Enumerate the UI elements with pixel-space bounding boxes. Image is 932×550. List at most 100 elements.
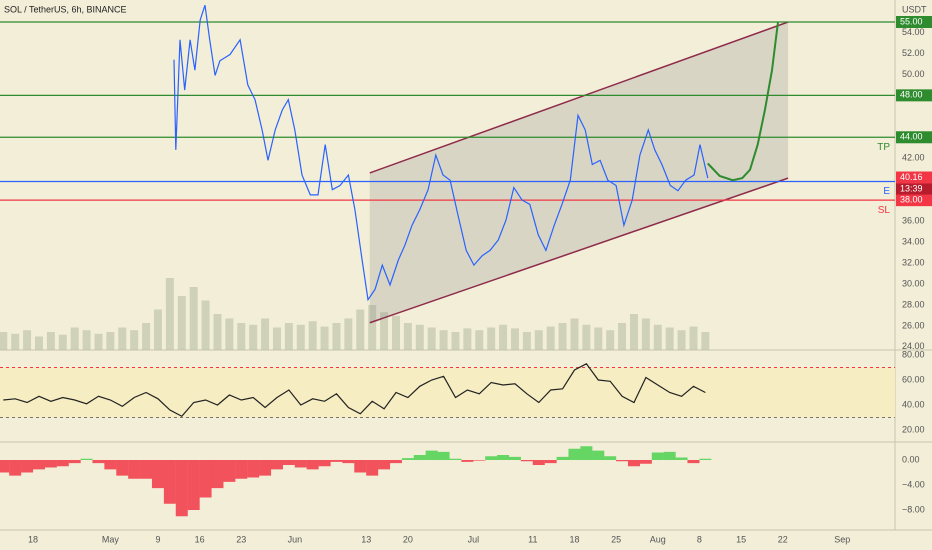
y-tick-label: 20.00	[902, 424, 925, 434]
histogram-bar	[140, 460, 153, 479]
channel-line	[369, 177, 789, 324]
histogram-bar	[473, 460, 486, 461]
volume-bar	[594, 327, 603, 350]
volume-bar	[142, 323, 151, 350]
volume-bar	[106, 332, 115, 350]
volume-bar	[165, 278, 174, 350]
x-tick-label: 9	[155, 534, 160, 544]
y-tick-label: 42.00	[902, 153, 925, 163]
histogram-bar	[235, 460, 248, 479]
volume-bar	[82, 330, 91, 350]
histogram-bar	[56, 460, 69, 467]
x-tick-label: 18	[569, 534, 579, 544]
histogram-bar	[651, 452, 664, 460]
volume-bar	[34, 336, 43, 350]
y-tick-label: 40.00	[902, 399, 925, 409]
volume-bar	[665, 327, 674, 350]
histogram-bar	[247, 460, 260, 478]
histogram-bar	[68, 460, 81, 464]
y-tick-label: −4.00	[902, 479, 925, 489]
histogram-bar	[21, 460, 34, 473]
projection-curve	[707, 21, 779, 182]
histogram-bar	[592, 450, 605, 460]
volume-bar	[403, 323, 412, 350]
volume-bar	[11, 333, 20, 350]
histogram-bar	[342, 460, 355, 464]
volume-bar	[487, 327, 496, 350]
y-tick-label: 36.00	[902, 215, 925, 225]
volume-bar	[629, 314, 638, 350]
volume-bar	[356, 309, 365, 350]
volume-bar	[618, 323, 627, 350]
volume-bar	[368, 305, 377, 350]
histogram-bar	[92, 460, 105, 464]
histogram-bar	[128, 460, 141, 479]
volume-bar	[701, 332, 710, 350]
volume-bar	[70, 327, 79, 350]
volume-bar	[332, 323, 341, 350]
level-tag: 48.00	[900, 90, 923, 100]
histogram-bar	[175, 460, 188, 517]
histogram-bar	[211, 460, 224, 489]
histogram-bar	[32, 460, 45, 470]
histogram-bar	[163, 460, 176, 504]
y-tick-label: 28.00	[902, 299, 925, 309]
histogram-bar	[9, 460, 22, 476]
histogram-bar	[0, 460, 10, 473]
volume-bar	[177, 296, 186, 350]
x-tick-label: Sep	[834, 534, 850, 544]
y-tick-label: 34.00	[902, 236, 925, 246]
x-tick-label: 15	[736, 534, 746, 544]
histogram-bar	[413, 455, 426, 460]
volume-bar	[225, 318, 234, 350]
histogram-bar	[437, 451, 450, 460]
x-tick-label: 20	[403, 534, 413, 544]
y-tick-label: 30.00	[902, 278, 925, 288]
histogram-bar	[616, 460, 629, 462]
level-note: E	[883, 186, 890, 197]
volume-bar	[344, 318, 353, 350]
volume-bar	[58, 334, 67, 350]
volume-bar	[130, 330, 139, 350]
level-tag-box	[896, 131, 932, 144]
histogram-bar	[449, 458, 462, 460]
histogram-bar	[401, 458, 414, 460]
histogram-bar	[675, 457, 688, 460]
histogram-bar	[294, 460, 307, 468]
y-tick-label: 80.00	[902, 349, 925, 359]
price-tag-box	[896, 171, 932, 184]
volume-bar	[391, 315, 400, 350]
volume-bar	[641, 318, 650, 350]
series-line	[3, 363, 706, 418]
x-tick-label: 23	[236, 534, 246, 544]
volume-bar	[534, 330, 543, 350]
y-tick-label: 50.00	[902, 69, 925, 79]
level-note: SL	[878, 205, 891, 216]
volume-bar	[463, 328, 472, 350]
volume-bar	[582, 324, 591, 350]
x-tick-label: 18	[28, 534, 38, 544]
channel-fill	[369, 22, 789, 323]
volume-bar	[522, 332, 531, 350]
volume-bar	[284, 323, 293, 350]
y-tick-label: 26.00	[902, 320, 925, 330]
y-tick-label: −8.00	[902, 504, 925, 514]
volume-bar	[510, 328, 519, 350]
histogram-bar	[461, 460, 474, 462]
histogram-bar	[187, 460, 200, 510]
volume-bar	[118, 327, 127, 350]
level-tag: 55.00	[900, 16, 923, 26]
x-tick-label: 13	[361, 534, 371, 544]
level-tag-box	[896, 16, 932, 29]
x-tick-label: Aug	[650, 534, 666, 544]
volume-bar	[546, 326, 555, 350]
band-fill	[0, 367, 895, 418]
y-tick-label: 32.00	[902, 257, 925, 267]
volume-bar	[689, 326, 698, 350]
volume-bar	[23, 330, 32, 350]
volume-bar	[427, 327, 436, 350]
histogram-bar	[544, 460, 557, 464]
histogram-bar	[389, 460, 402, 464]
histogram-bar	[306, 460, 319, 470]
histogram-bar	[223, 460, 236, 482]
